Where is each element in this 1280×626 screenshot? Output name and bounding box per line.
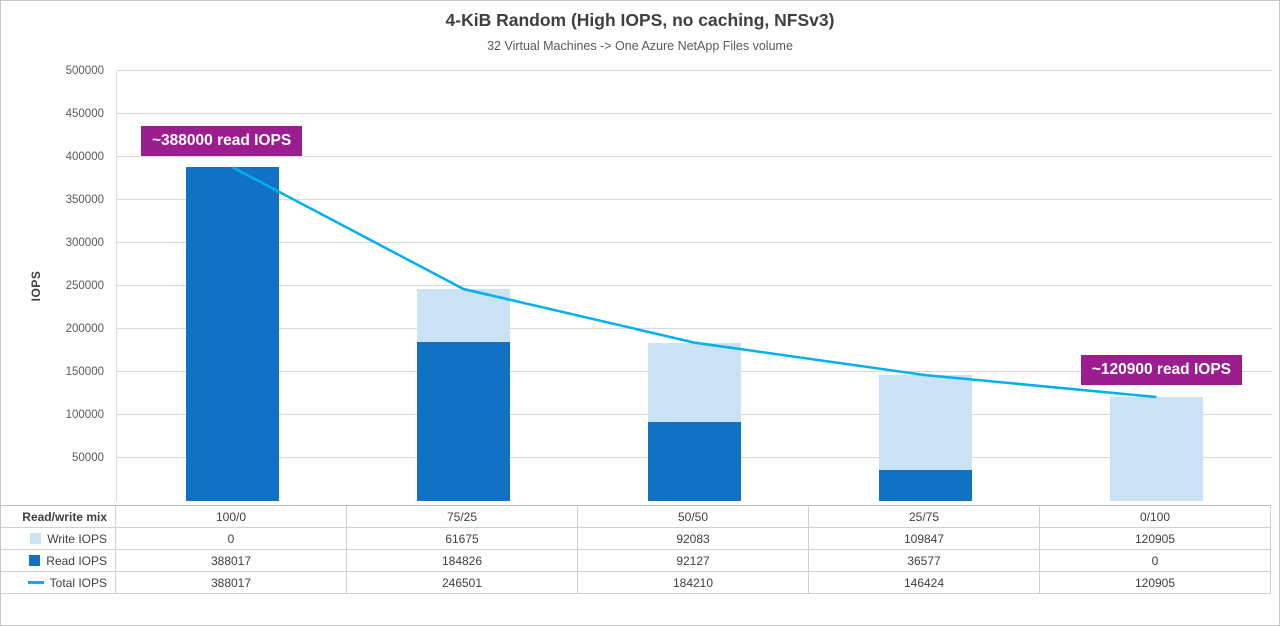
table-value-cell: 246501	[347, 572, 578, 594]
y-axis-tick-label: 150000	[65, 366, 104, 378]
chart-title: 4-KiB Random (High IOPS, no caching, NFS…	[445, 10, 835, 30]
table-series-label: Write IOPS	[1, 528, 116, 550]
table-category-cell: 25/75	[809, 506, 1040, 528]
total-iops-legend-swatch	[27, 581, 44, 584]
annotation-low-read-iops: ~120900 read IOPS	[1080, 355, 1242, 385]
series-name: Total IOPS	[49, 575, 107, 590]
table-value-cell: 120905	[1040, 572, 1271, 594]
gridline	[117, 70, 1272, 71]
table-value-cell: 146424	[809, 572, 1040, 594]
table-value-cell: 0	[1040, 550, 1271, 572]
table-value-cell: 92083	[578, 528, 809, 550]
read-iops-bar	[648, 421, 741, 501]
write-iops-legend-swatch	[30, 533, 42, 544]
read-iops-bar	[186, 167, 279, 501]
table-category-cell: 75/25	[347, 506, 578, 528]
y-axis-tick-label: 500000	[65, 65, 104, 77]
y-axis-tick-label: 200000	[65, 323, 104, 335]
gridline	[117, 328, 1272, 329]
read-iops-bar	[879, 469, 972, 501]
gridline	[117, 199, 1272, 200]
read-iops-bar	[417, 342, 510, 501]
total-iops-line	[233, 167, 1157, 397]
table-value-cell: 109847	[809, 528, 1040, 550]
y-axis-tick-label: 50000	[72, 452, 104, 464]
table-category-cell: 50/50	[578, 506, 809, 528]
write-iops-bar	[648, 342, 741, 422]
gridline	[117, 285, 1272, 286]
write-iops-bar	[879, 375, 972, 470]
y-axis-tick-label: 250000	[65, 280, 104, 292]
data-table: Read/write mix 100/0 75/25 50/50 25/75 0/100 W…	[1, 505, 1271, 594]
table-value-cell: 61675	[347, 528, 578, 550]
gridline	[117, 113, 1272, 114]
y-axis-tick-label: 450000	[65, 108, 104, 120]
table-category-cell: 100/0	[116, 506, 347, 528]
table-value-cell: 388017	[116, 550, 347, 572]
table-value-cell: 0	[116, 528, 347, 550]
plot-area: ~388000 read IOPS ~120900 read IOPS	[116, 70, 1272, 501]
table-series-label: Total IOPS	[1, 572, 116, 594]
read-iops-legend-swatch	[29, 555, 41, 566]
y-axis-tick-label: 400000	[65, 151, 104, 163]
table-value-cell: 120905	[1040, 528, 1271, 550]
chart-subtitle: 32 Virtual Machines -> One Azure NetApp …	[487, 39, 793, 53]
y-axis-tick-labels: 50000 100000 150000 200000 250000 300000 35000…	[1, 65, 104, 501]
gridline	[117, 242, 1272, 243]
table-row-header-mix: Read/write mix	[1, 506, 116, 528]
write-iops-bar	[417, 289, 510, 343]
table-value-cell: 92127	[578, 550, 809, 572]
y-axis-tick-label: 300000	[65, 237, 104, 249]
table-value-cell: 184210	[578, 572, 809, 594]
table-category-cell: 0/100	[1040, 506, 1271, 528]
table-series-label: Read IOPS	[1, 550, 116, 572]
y-axis-tick-label: 350000	[65, 194, 104, 206]
series-name: Read IOPS	[46, 553, 107, 568]
table-value-cell: 184826	[347, 550, 578, 572]
series-name: Write IOPS	[47, 531, 107, 546]
annotation-high-read-iops: ~388000 read IOPS	[141, 126, 303, 156]
table-value-cell: 36577	[809, 550, 1040, 572]
write-iops-bar	[1110, 397, 1203, 501]
table-value-cell: 388017	[116, 572, 347, 594]
gridline	[117, 156, 1272, 157]
total-iops-line-layer	[117, 71, 1272, 501]
y-axis-tick-label: 100000	[65, 409, 104, 421]
